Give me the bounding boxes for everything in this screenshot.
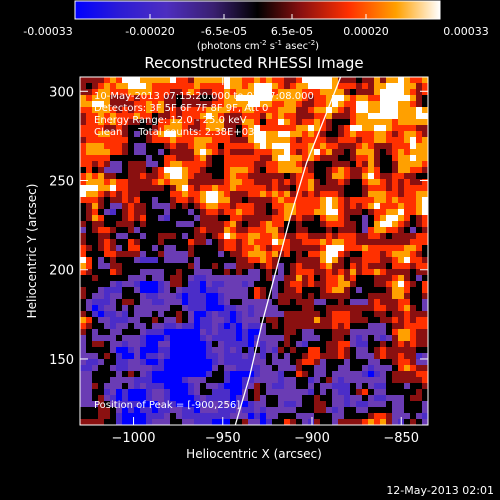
x-axis-ticks: −1000 −950 −900 −850 (112, 77, 419, 446)
annotation-time-range: 10-May-2013 07:15:20.000 to 07:17:08.000 (94, 91, 314, 102)
x-tick-label: −1000 (112, 431, 156, 446)
x-tick-label: −950 (205, 431, 241, 446)
annotation-clean: Clean Total counts: 2.38E+03 (94, 127, 254, 138)
plot-area (80, 77, 428, 425)
colorbar-tick-label: -0.00033 (23, 25, 72, 38)
chart-title: Reconstructed RHESSI Image (144, 54, 363, 72)
y-tick-label: 250 (49, 175, 74, 190)
solar-limb-curve (234, 77, 342, 425)
colorbar-tick-label: -0.00020 (125, 25, 174, 38)
y-tick-label: 150 (49, 353, 74, 368)
y-axis-ticks: 150 200 250 300 (49, 85, 428, 368)
colorbar-tick-label: -6.5e-05 (201, 25, 247, 38)
heatmap-pixels (80, 77, 428, 425)
plot-frame (79, 76, 429, 426)
colorbar-unit-label: (photons cm-2 s-1 asec-2) (197, 39, 319, 52)
colorbar-ticks (74, 14, 441, 19)
colorbar-tick-label: 6.5e-05 (271, 25, 313, 38)
y-tick-label: 300 (49, 85, 74, 100)
colorbar: -0.00033 -0.00020 -6.5e-05 6.5e-05 0.000… (23, 0, 489, 52)
y-axis-label: Heliocentric Y (arcsec) (25, 184, 39, 319)
colorbar-gradient (74, 0, 441, 20)
annotation-peak: Position of Peak = [-900,256] (94, 400, 240, 411)
colorbar-tick-label: 0.00020 (343, 25, 389, 38)
x-tick-label: −850 (383, 431, 419, 446)
x-axis-label: Heliocentric X (arcsec) (186, 447, 322, 461)
annotation-detectors: Detectors: 3F 5F 6F 7F 8F 9F, Att 0 (94, 103, 268, 114)
colorbar-tick-label: 0.00033 (443, 25, 489, 38)
y-tick-label: 200 (49, 264, 74, 279)
x-tick-label: −900 (294, 431, 330, 446)
annotation-energy: Energy Range: 12.0 - 25.0 keV (94, 115, 247, 126)
footer-timestamp: 12-May-2013 02:01 (386, 484, 494, 497)
